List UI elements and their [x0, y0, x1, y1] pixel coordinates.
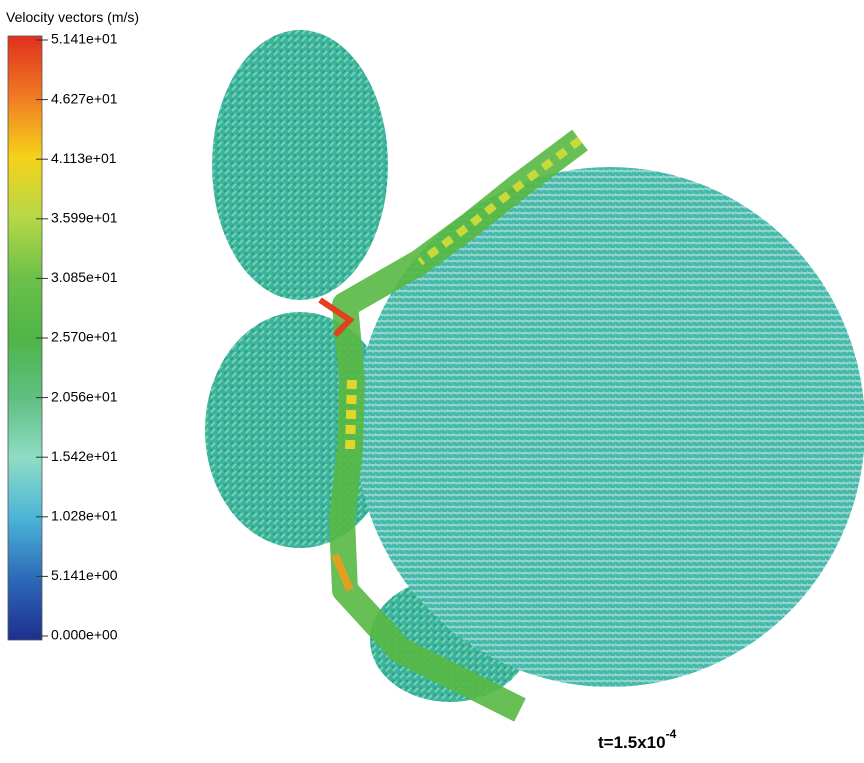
colorbar-ticks: 5.141e+01 4.627e+01 4.113e+01 3.599e+01 3.08… — [36, 31, 118, 643]
tick-label: 2.570e+01 — [51, 329, 118, 345]
tick-label: 1.542e+01 — [51, 448, 118, 464]
time-exponent: -4 — [666, 727, 677, 741]
page: {"legend": {"title": "Velocity vectors (… — [0, 0, 864, 763]
tick-label: 3.085e+01 — [51, 269, 118, 285]
vector-field — [205, 30, 864, 710]
time-label: t=1.5x10-4 — [598, 727, 677, 752]
legend-title: Velocity vectors (m/s) — [6, 9, 139, 25]
tick-label: 4.113e+01 — [51, 150, 117, 166]
time-base: t=1.5x10 — [598, 733, 666, 752]
top-lobe — [212, 30, 388, 300]
tick-label: 0.000e+00 — [51, 627, 118, 643]
tick-label: 2.056e+01 — [51, 388, 118, 404]
tick-label: 1.028e+01 — [51, 508, 118, 524]
tick-label: 5.141e+01 — [51, 31, 118, 47]
scene: Velocity vectors (m/s) 5.141e+01 4.627e+0… — [0, 0, 864, 763]
tick-label: 4.627e+01 — [51, 90, 118, 106]
tick-label: 5.141e+00 — [51, 567, 118, 583]
tick-label: 3.599e+01 — [51, 210, 118, 226]
